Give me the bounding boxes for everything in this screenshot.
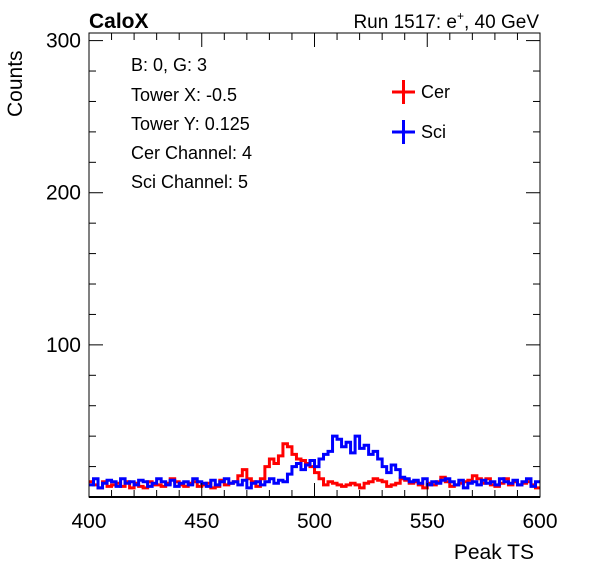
y-axis-title: Counts (4, 50, 27, 117)
info-cer-channel: Cer Channel: 4 (131, 143, 252, 163)
legend-cer-marker (392, 80, 415, 104)
legend-sci-label: Sci (421, 122, 446, 142)
y-tick-label: 100 (46, 334, 81, 357)
legend: Cer Sci (392, 80, 450, 144)
axis-ticks (88, 33, 541, 497)
info-tower-y: Tower Y: 0.125 (131, 114, 250, 134)
info-box: B: 0, G: 3 Tower X: -0.5 Tower Y: 0.125 … (131, 55, 252, 192)
x-tick-label: 450 (184, 510, 219, 533)
legend-sci-marker (392, 120, 415, 144)
info-board-gain: B: 0, G: 3 (131, 55, 207, 75)
y-tick-label: 300 (46, 30, 81, 53)
legend-cer-label: Cer (421, 82, 450, 102)
x-tick-label: 600 (522, 510, 557, 533)
series-sci-line (89, 434, 540, 490)
info-tower-x: Tower X: -0.5 (131, 85, 237, 105)
tick-labels: 400 450 500 550 600 100 200 300 (46, 30, 558, 533)
run-label: Run 1517: e+, 40 GeV (353, 9, 539, 33)
x-axis-title: Peak TS (454, 541, 534, 564)
x-tick-label: 400 (71, 510, 106, 533)
x-tick-label: 500 (297, 510, 332, 533)
info-sci-channel: Sci Channel: 5 (131, 172, 248, 192)
x-tick-label: 550 (410, 510, 445, 533)
calox-label: CaloX (89, 10, 149, 33)
y-tick-label: 200 (46, 182, 81, 205)
